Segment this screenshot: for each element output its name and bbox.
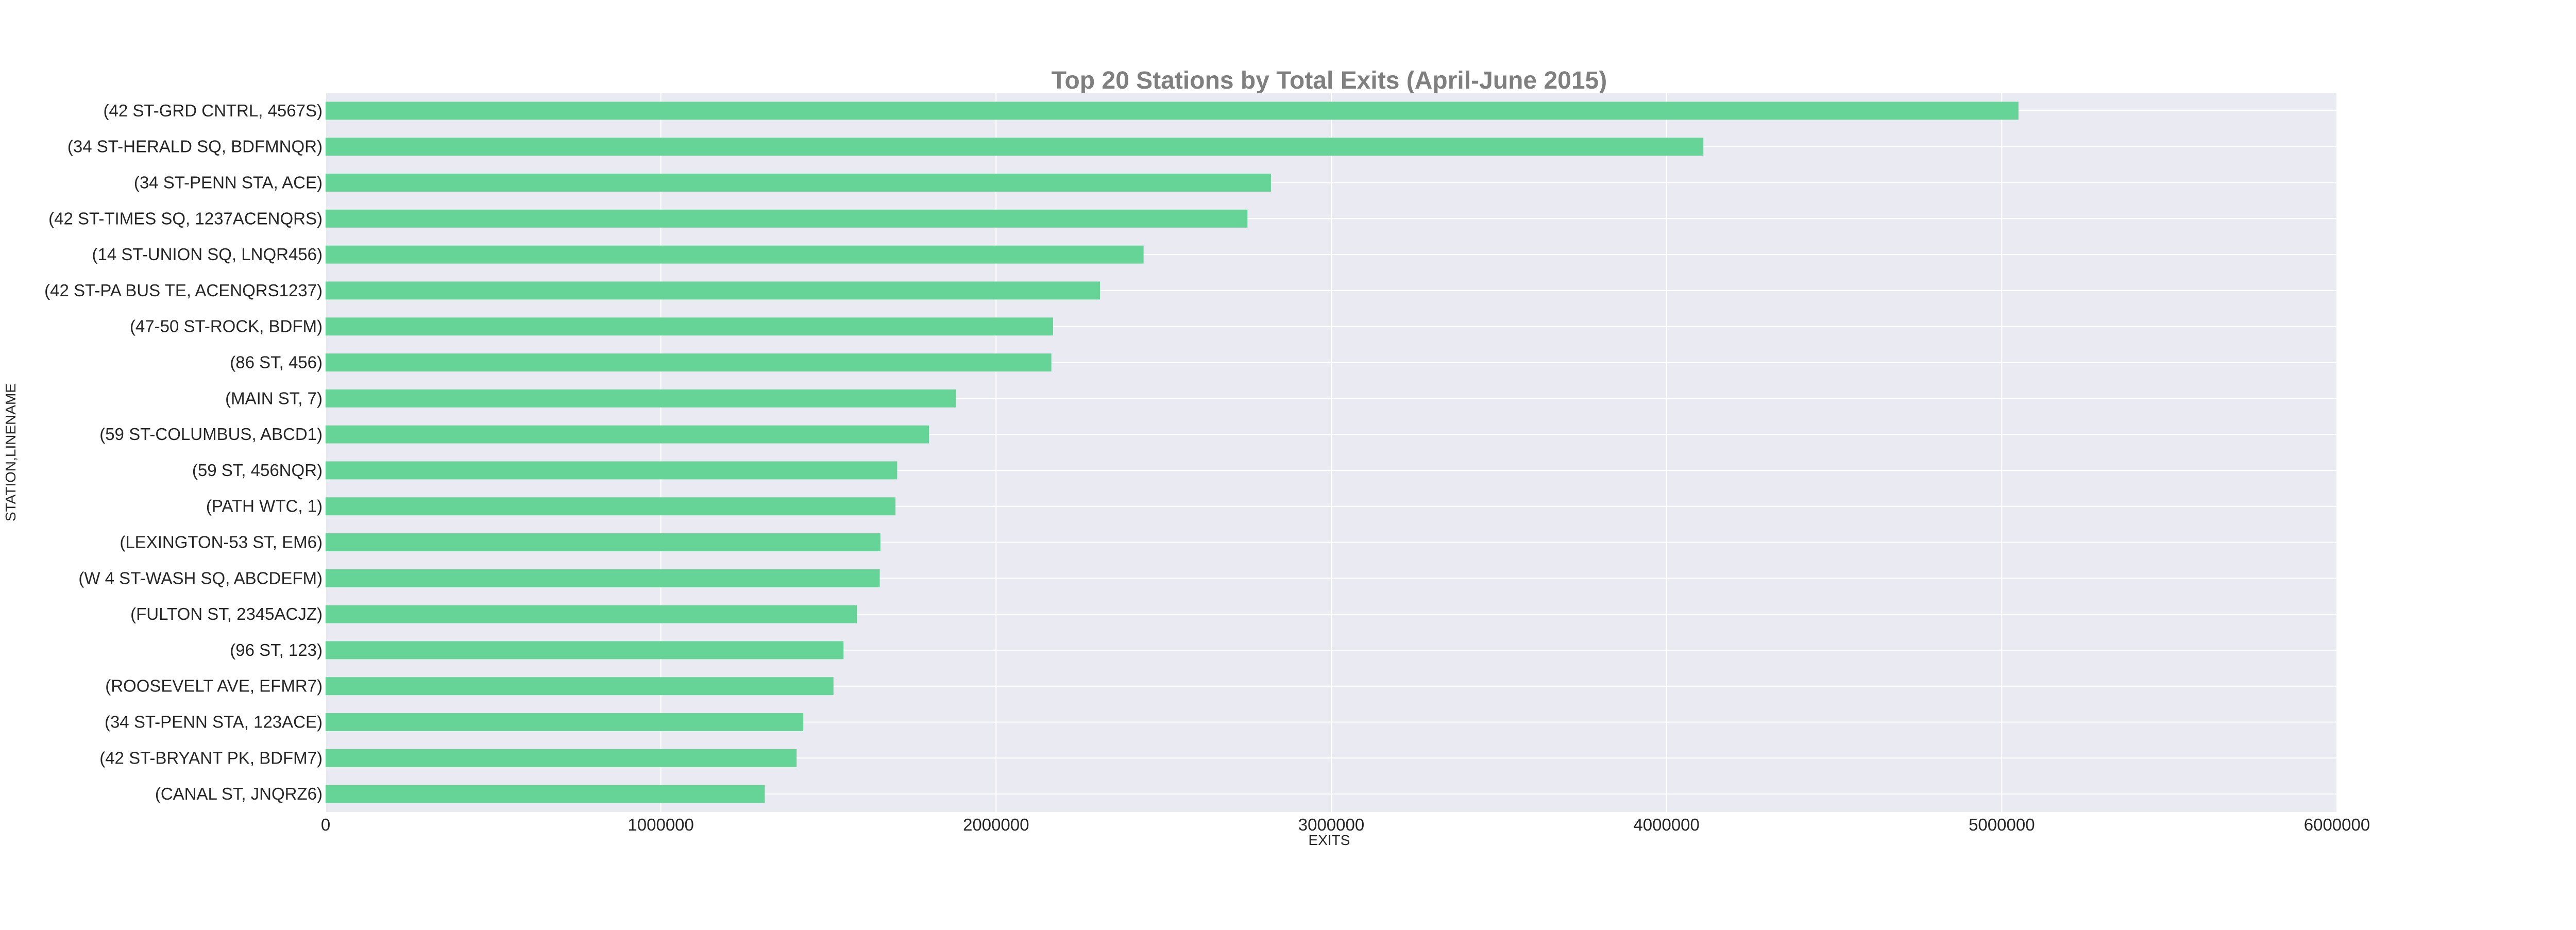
y-tick-label: (42 ST-GRD CNTRL, 4567S)	[104, 101, 323, 120]
bar	[326, 389, 956, 408]
y-tick-label: (W 4 ST-WASH SQ, ABCDEFM)	[78, 568, 323, 587]
x-tick-label: 4000000	[1633, 815, 1699, 834]
bar	[326, 713, 804, 731]
bar	[326, 353, 1052, 371]
bar	[326, 785, 765, 803]
bar	[326, 138, 1704, 156]
y-tick-label: (LEXINGTON-53 ST, EM6)	[120, 533, 323, 552]
x-tick-label: 2000000	[963, 815, 1029, 834]
y-tick-label: (59 ST-COLUMBUS, ABCD1)	[99, 425, 323, 444]
y-tick-label: (42 ST-BRYANT PK, BDFM7)	[99, 748, 323, 767]
bar	[326, 102, 2019, 120]
plot-area: 0 1000000 2000000 3000000 4000000 5000000 6000…	[44, 93, 2370, 834]
y-tick-label: (14 ST-UNION SQ, LNQR456)	[92, 245, 323, 264]
y-tick-label: (59 ST, 456NQR)	[192, 461, 323, 480]
x-tick-label: 6000000	[2304, 815, 2370, 834]
y-tick-label: (ROOSEVELT AVE, EFMR7)	[105, 677, 323, 696]
y-tick-label: (42 ST-PA BUS TE, ACENQRS1237)	[44, 281, 323, 300]
bar	[326, 425, 929, 444]
y-tick-label: (34 ST-PENN STA, 123ACE)	[105, 713, 323, 732]
bar	[326, 641, 844, 660]
y-tick-label: (42 ST-TIMES SQ, 1237ACENQRS)	[48, 209, 323, 228]
bar	[326, 317, 1053, 336]
bar	[326, 245, 1144, 264]
bar	[326, 281, 1100, 300]
x-tick-label: 1000000	[628, 815, 693, 834]
y-tick-label: (FULTON ST, 2345ACJZ)	[130, 604, 323, 623]
bar	[326, 749, 797, 767]
y-tick-label: (47-50 ST-ROCK, BDFM)	[130, 317, 323, 336]
bar	[326, 174, 1271, 192]
bar	[326, 497, 896, 516]
bar	[326, 605, 857, 623]
y-tick-label: (96 ST, 123)	[230, 640, 323, 660]
bar	[326, 569, 880, 587]
y-axis-title: STATION,LINENAME	[3, 383, 19, 521]
y-tick-label: (34 ST-HERALD SQ, BDFMNQR)	[67, 137, 323, 156]
y-tick-label: (MAIN ST, 7)	[225, 388, 323, 408]
x-tick-label: 5000000	[1969, 815, 2035, 834]
bar	[326, 533, 880, 551]
y-tick-label: (CANAL ST, JNQRZ6)	[155, 784, 323, 803]
x-axis-title: EXITS	[1309, 832, 1350, 848]
y-tick-label: (PATH WTC, 1)	[206, 497, 323, 516]
bar	[326, 677, 834, 696]
bar	[326, 461, 897, 480]
x-tick-label: 3000000	[1298, 815, 1364, 834]
y-tick-label: (86 ST, 456)	[230, 353, 323, 372]
bar	[326, 209, 1248, 228]
x-tick-label: 0	[321, 815, 330, 834]
chart-title: Top 20 Stations by Total Exits (April-Ju…	[1052, 67, 1607, 94]
y-tick-label: (34 ST-PENN STA, ACE)	[134, 173, 323, 192]
